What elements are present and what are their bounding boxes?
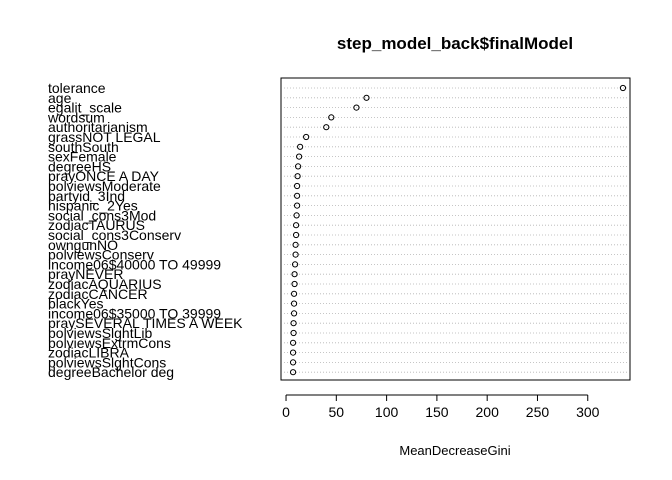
data-points (289, 84, 627, 376)
category-label: polviewsSlghtCons (48, 354, 166, 370)
category-label: social_cons3Mod (48, 207, 156, 223)
data-point (303, 133, 310, 141)
data-point (293, 182, 301, 190)
x-axis: 0 50 100 150 200 250 300 (282, 394, 600, 420)
category-label: prayONCE A DAY (48, 168, 160, 184)
category-label: degreeHS (48, 158, 111, 174)
category-label: zodiacAQUARIUS (48, 276, 162, 292)
category-label: zodiacLIBRA (48, 345, 130, 361)
data-point (293, 192, 301, 199)
category-label: southSouth (48, 139, 119, 155)
data-point (294, 173, 301, 180)
data-point (290, 329, 297, 337)
data-point (289, 359, 297, 366)
data-point (292, 222, 300, 229)
data-point (323, 124, 330, 131)
category-label: zodiacTAURUS (48, 217, 145, 233)
data-point (292, 231, 300, 239)
x-tick-label: 300 (576, 404, 600, 420)
category-label: owngunNO (48, 237, 118, 253)
category-label: egalit_scale (48, 100, 122, 116)
x-tick-label: 150 (425, 404, 449, 420)
category-label: polviewsModerate (48, 178, 161, 194)
grid-lines (284, 87, 627, 373)
category-label: blackYes (48, 296, 104, 312)
data-point (293, 212, 300, 219)
category-label: polviewsExtrmCons (48, 335, 171, 351)
category-label: degreeBachelor deg (48, 364, 174, 380)
data-point (328, 114, 335, 121)
data-point (292, 251, 299, 258)
category-label: hispanic_2Yes (48, 198, 138, 214)
chart-title: step_model_back$finalModel (337, 34, 573, 53)
data-point (291, 261, 299, 268)
plot-frame (280, 77, 631, 381)
data-point (297, 143, 304, 150)
data-point (290, 320, 297, 327)
data-point (293, 202, 301, 209)
data-point (291, 280, 298, 288)
category-label: wordsum (47, 109, 105, 125)
x-tick-label: 200 (476, 404, 500, 420)
data-point (290, 310, 298, 317)
data-point (296, 153, 303, 160)
data-point (289, 369, 297, 376)
category-label: income06$40000 TO 49999 (48, 256, 221, 272)
category-label: authoritarianism (48, 119, 148, 135)
data-point (290, 290, 298, 297)
category-label: praySEVERAL TIMES A WEEK (48, 315, 243, 331)
x-tick-label: 250 (526, 404, 550, 420)
data-point (294, 163, 302, 170)
data-point (619, 84, 627, 92)
category-label: tolerance (48, 80, 106, 96)
data-point (289, 339, 297, 346)
category-label: income06$35000 TO 39999 (48, 305, 221, 321)
x-tick-label: 0 (282, 404, 290, 420)
category-label: polviewsSlghtLib (48, 325, 152, 341)
category-label: sexFemale (48, 149, 117, 165)
data-point (290, 300, 298, 307)
category-label: grassNOT LEGAL (48, 129, 161, 145)
x-tick-label: 100 (375, 404, 399, 420)
category-label: social_cons3Conserv (48, 227, 181, 243)
data-point (353, 104, 360, 111)
data-point (363, 94, 370, 101)
category-label: prayNEVER (48, 266, 123, 282)
data-point (291, 271, 298, 278)
x-tick-label: 50 (329, 404, 345, 420)
category-label: polviewsConserv (48, 247, 154, 263)
x-axis-label: MeanDecreaseGini (399, 443, 510, 458)
category-label: age (48, 90, 72, 106)
data-point (292, 241, 299, 248)
category-label: zodiacCANCER (48, 286, 148, 302)
category-label: partyid_3Ind (48, 188, 125, 204)
data-point (289, 349, 297, 356)
category-labels: toleranceageegalit_scalewordsumauthorita… (47, 80, 243, 380)
